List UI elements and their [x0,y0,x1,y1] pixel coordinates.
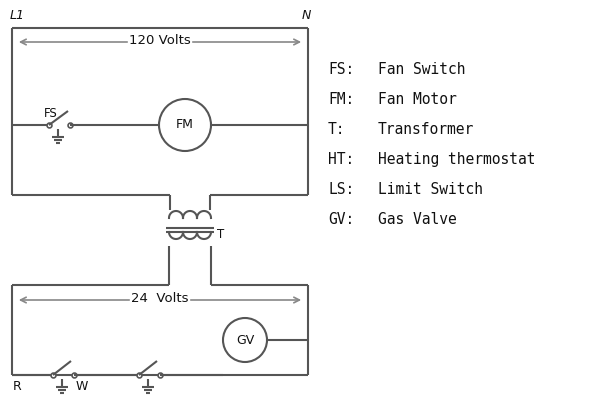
Text: GV: GV [236,334,254,346]
Text: FM:: FM: [328,92,354,107]
Text: FM: FM [176,118,194,132]
Text: FS: FS [44,107,58,120]
Text: N: N [302,9,312,22]
Text: T:: T: [328,122,346,137]
Text: HT:: HT: [328,152,354,167]
Text: Transformer: Transformer [378,122,474,137]
Text: GV:: GV: [328,212,354,227]
Text: Fan Switch: Fan Switch [378,62,466,77]
Text: LS:: LS: [328,182,354,197]
Text: W: W [76,380,88,393]
Text: Gas Valve: Gas Valve [378,212,457,227]
Text: 24  Volts: 24 Volts [131,292,189,306]
Text: L1: L1 [10,9,25,22]
Text: T: T [217,228,224,240]
Text: Limit Switch: Limit Switch [378,182,483,197]
Text: Fan Motor: Fan Motor [378,92,457,107]
Text: Heating thermostat: Heating thermostat [378,152,536,167]
Text: R: R [13,380,22,393]
Text: FS:: FS: [328,62,354,77]
Text: 120 Volts: 120 Volts [129,34,191,48]
